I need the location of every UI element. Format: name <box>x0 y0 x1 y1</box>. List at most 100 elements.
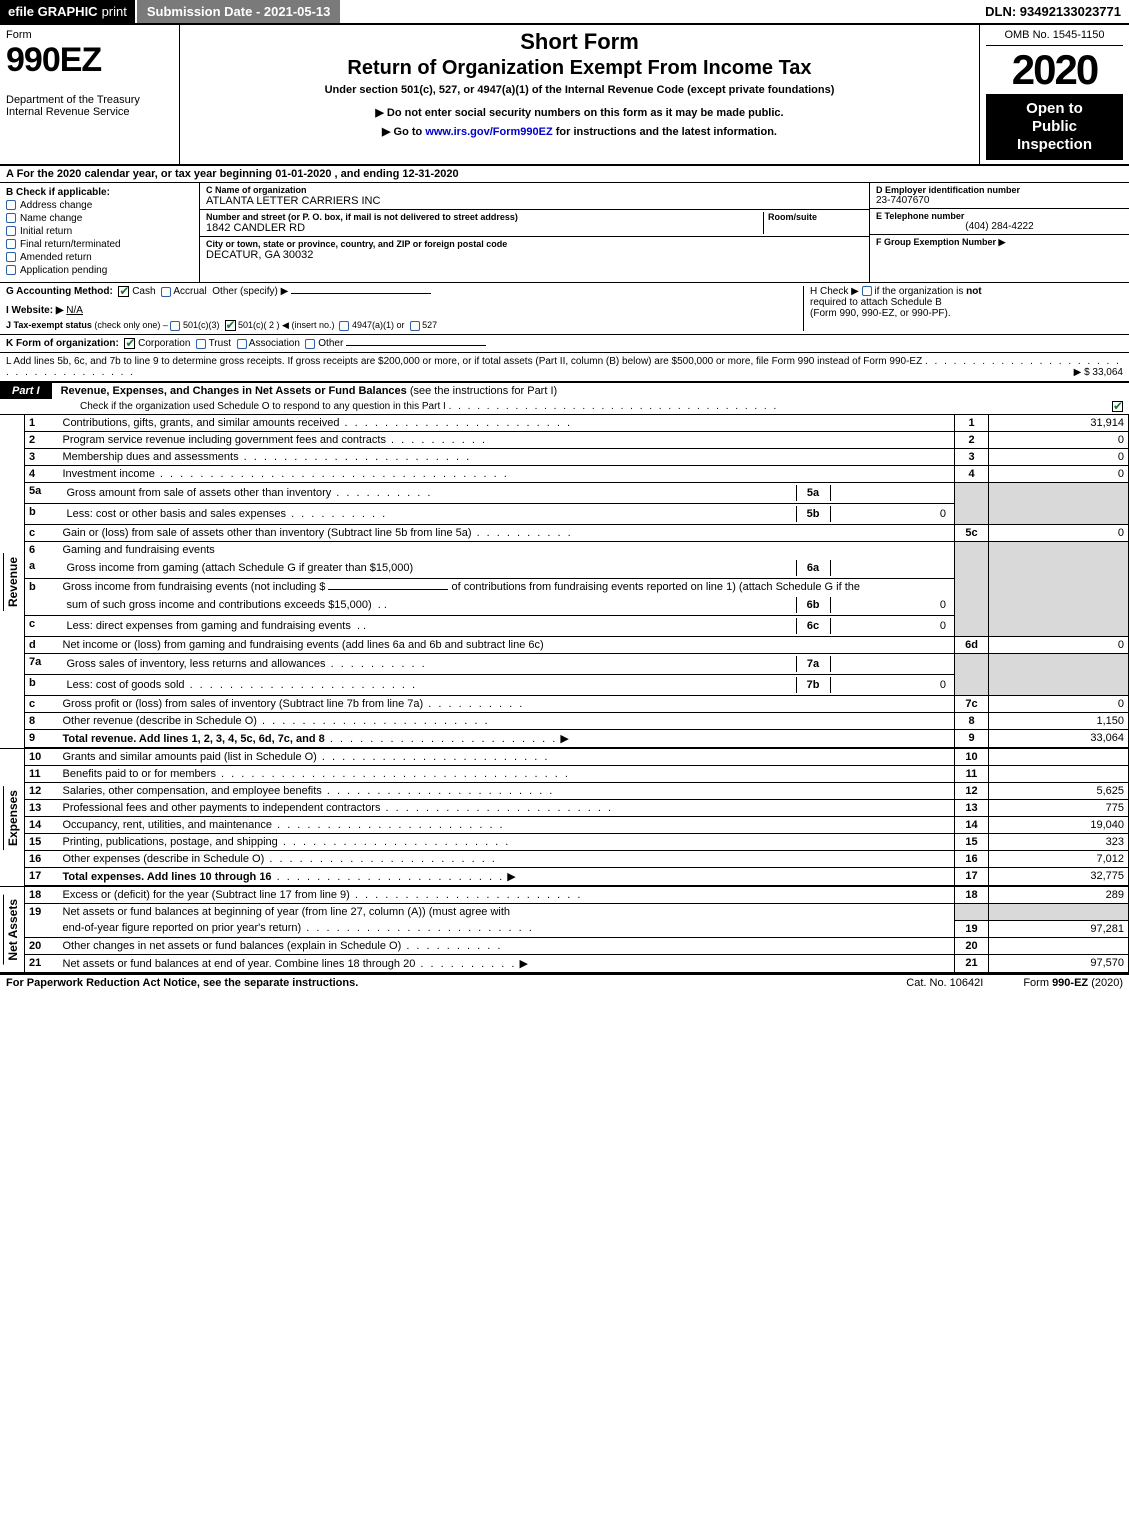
chk-corporation[interactable] <box>124 338 135 349</box>
print-link[interactable]: print <box>102 4 127 19</box>
goto-line: ▶ Go to www.irs.gov/Form990EZ for instru… <box>186 125 973 138</box>
dln-number: DLN: 93492133023771 <box>977 0 1129 23</box>
chk-4947[interactable] <box>339 321 349 331</box>
chk-cash[interactable] <box>118 286 129 297</box>
chk-application-pending[interactable]: Application pending <box>6 265 193 276</box>
omb-number: OMB No. 1545-1150 <box>986 29 1123 46</box>
box-d: D Employer identification number 23-7407… <box>870 183 1129 209</box>
addr-label: Number and street (or P. O. box, if mail… <box>206 212 763 222</box>
chk-501c[interactable] <box>225 320 236 331</box>
box-h: H Check ▶ if the organization is not req… <box>803 286 1123 331</box>
city-row: City or town, state or province, country… <box>200 237 869 263</box>
chk-other-org[interactable] <box>305 339 315 349</box>
row-16: 16 Other expenses (describe in Schedule … <box>25 851 1129 868</box>
line-g-h: G Accounting Method: Cash Accrual Other … <box>0 283 1129 335</box>
row-4: 4 Investment income 4 0 <box>25 466 1129 483</box>
title-shortform: Short Form <box>186 29 973 55</box>
chk-accrual[interactable] <box>161 287 171 297</box>
box-def: D Employer identification number 23-7407… <box>869 183 1129 282</box>
form-number: 990EZ <box>6 41 173 80</box>
part-i-badge: Part I <box>0 383 52 399</box>
goto-link[interactable]: www.irs.gov/Form990EZ <box>425 126 552 138</box>
addr-row: Number and street (or P. O. box, if mail… <box>200 210 869 237</box>
h-t3: required to attach Schedule B <box>810 297 1123 308</box>
room-label: Room/suite <box>768 212 863 222</box>
netassets-table: 18 Excess or (deficit) for the year (Sub… <box>24 887 1129 972</box>
topbar-spacer <box>340 0 977 23</box>
netassets-section: Net Assets 18 Excess or (deficit) for th… <box>0 887 1129 974</box>
entity-block: B Check if applicable: Address change Na… <box>0 183 1129 283</box>
row-10: 10 Grants and similar amounts paid (list… <box>25 749 1129 766</box>
expenses-sidelabel-wrap: Expenses <box>0 749 24 886</box>
part-i-header: Part I Revenue, Expenses, and Changes in… <box>0 382 1129 415</box>
row-12: 12 Salaries, other compensation, and emp… <box>25 783 1129 800</box>
line-l-text: L Add lines 5b, 6c, and 7b to line 9 to … <box>6 356 922 367</box>
dept-line1: Department of the Treasury <box>6 94 173 106</box>
box-b: B Check if applicable: Address change Na… <box>0 183 200 282</box>
chk-association[interactable] <box>237 339 247 349</box>
line-l-amount: ▶ $ 33,064 <box>1074 367 1123 378</box>
phone-label: E Telephone number <box>876 211 1123 221</box>
part-i-title: Revenue, Expenses, and Changes in Net As… <box>61 385 407 397</box>
footer-catno: Cat. No. 10642I <box>866 977 1023 989</box>
subtitle: Under section 501(c), 527, or 4947(a)(1)… <box>186 84 973 96</box>
revenue-table: 1 Contributions, gifts, grants, and simi… <box>24 415 1129 748</box>
revenue-section: Revenue 1 Contributions, gifts, grants, … <box>0 415 1129 749</box>
row-6: 6 Gaming and fundraising events <box>25 542 1129 559</box>
city-label: City or town, state or province, country… <box>206 239 863 249</box>
submission-date: Submission Date - 2021-05-13 <box>135 0 341 23</box>
row-17: 17 Total expenses. Add lines 10 through … <box>25 868 1129 886</box>
chk-527[interactable] <box>410 321 420 331</box>
efile-badge: efile GRAPHIC print <box>0 0 135 23</box>
open-to-public: Open to Public Inspection <box>986 94 1123 160</box>
line-g-label: G Accounting Method: <box>6 286 113 297</box>
chk-schedule-b[interactable] <box>862 286 872 296</box>
row-21: 21 Net assets or fund balances at end of… <box>25 954 1129 972</box>
form-word: Form <box>6 29 173 41</box>
row-6d: d Net income or (loss) from gaming and f… <box>25 637 1129 654</box>
org-name: ATLANTA LETTER CARRIERS INC <box>206 195 863 207</box>
dept-line2: Internal Revenue Service <box>6 106 173 118</box>
chk-501c3[interactable] <box>170 321 180 331</box>
page-footer: For Paperwork Reduction Act Notice, see … <box>0 974 1129 991</box>
box-e: E Telephone number (404) 284-4222 <box>870 209 1129 235</box>
form-header: Form 990EZ Department of the Treasury In… <box>0 25 1129 166</box>
chk-final-return[interactable]: Final return/terminated <box>6 239 193 250</box>
expenses-table: 10 Grants and similar amounts paid (list… <box>24 749 1129 886</box>
efile-label: efile GRAPHIC <box>8 4 98 19</box>
row-18: 18 Excess or (deficit) for the year (Sub… <box>25 887 1129 904</box>
other-method-input[interactable] <box>291 293 431 294</box>
ein-label: D Employer identification number <box>876 185 1123 195</box>
expenses-sidelabel: Expenses <box>3 786 22 850</box>
chk-address-change[interactable]: Address change <box>6 200 193 211</box>
6b-amount-input[interactable] <box>328 589 448 590</box>
chk-schedule-o[interactable] <box>1112 401 1123 412</box>
revenue-sidelabel-wrap: Revenue <box>0 415 24 748</box>
city-value: DECATUR, GA 30032 <box>206 249 863 261</box>
top-bar: efile GRAPHIC print Submission Date - 20… <box>0 0 1129 25</box>
line-a-period: A For the 2020 calendar year, or tax yea… <box>0 166 1129 183</box>
open-l3: Inspection <box>990 136 1119 154</box>
row-2: 2 Program service revenue including gove… <box>25 432 1129 449</box>
footer-left: For Paperwork Reduction Act Notice, see … <box>6 977 866 989</box>
row-3: 3 Membership dues and assessments 3 0 <box>25 449 1129 466</box>
title-return: Return of Organization Exempt From Incom… <box>186 57 973 80</box>
chk-initial-return[interactable]: Initial return <box>6 226 193 237</box>
header-right: OMB No. 1545-1150 2020 Open to Public In… <box>979 25 1129 164</box>
row-5a: 5a Gross amount from sale of assets othe… <box>25 483 1129 504</box>
chk-trust[interactable] <box>196 339 206 349</box>
h-t2: if the organization is <box>874 286 966 297</box>
chk-amended-return[interactable]: Amended return <box>6 252 193 263</box>
row-1: 1 Contributions, gifts, grants, and simi… <box>25 415 1129 432</box>
goto-pre: ▶ Go to <box>382 126 425 138</box>
line-j-label: J Tax-exempt status <box>6 320 92 330</box>
phone-value: (404) 284-4222 <box>876 221 1123 232</box>
row-20: 20 Other changes in net assets or fund b… <box>25 937 1129 954</box>
other-org-input[interactable] <box>346 345 486 346</box>
line-l: L Add lines 5b, 6c, and 7b to line 9 to … <box>0 353 1129 382</box>
h-t1: H Check ▶ <box>810 286 862 297</box>
chk-name-change[interactable]: Name change <box>6 213 193 224</box>
header-center: Short Form Return of Organization Exempt… <box>180 25 979 164</box>
row-19-b: end-of-year figure reported on prior yea… <box>25 920 1129 937</box>
row-9: 9 Total revenue. Add lines 1, 2, 3, 4, 5… <box>25 730 1129 748</box>
